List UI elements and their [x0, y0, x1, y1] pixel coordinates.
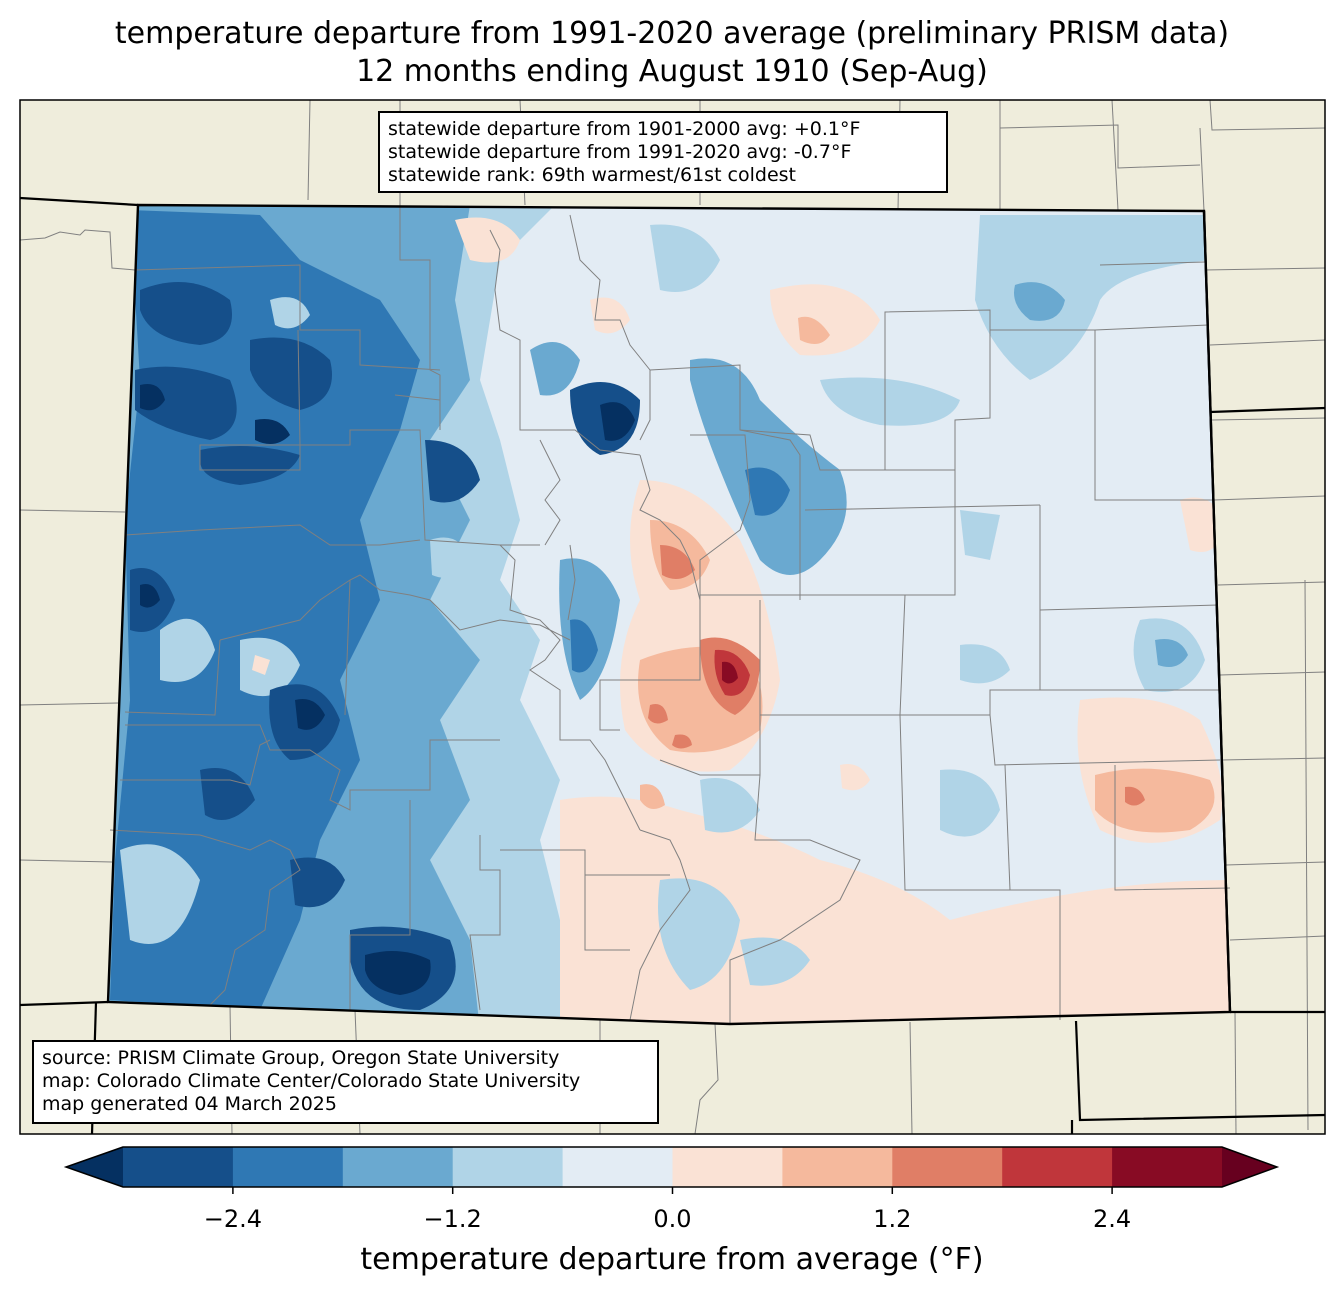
colorbar-bin — [232, 1147, 344, 1187]
colorbar-outline — [63, 1146, 1280, 1188]
colorbar-bin — [892, 1147, 1003, 1187]
map-credit-line: map: Colorado Climate Center/Colorado St… — [42, 1070, 581, 1092]
colorbar — [63, 1146, 1280, 1194]
colorbar-extend-low — [66, 1147, 123, 1187]
source-credit-box: source: PRISM Climate Group, Oregon Stat… — [32, 1040, 659, 1124]
colorbar-extend-high — [1222, 1147, 1277, 1187]
colorbar-bin — [562, 1147, 673, 1187]
map-title-line1: temperature departure from 1991-2020 ave… — [114, 16, 1230, 51]
map-frame — [19, 99, 1326, 1135]
colorbar-tick-label: 1.2 — [873, 1205, 912, 1233]
colorbar-bin — [123, 1147, 234, 1187]
map-title-line2: 12 months ending August 1910 (Sep-Aug) — [356, 54, 988, 89]
statewide-stats-box: statewide departure from 1901-2000 avg: … — [378, 111, 948, 193]
kansas-border — [1202, 210, 1232, 1013]
northeast-cold — [975, 215, 1210, 380]
stats-departure-1901-2000: statewide departure from 1901-2000 avg: … — [388, 118, 861, 140]
colorbar-bin — [342, 1147, 454, 1187]
stats-rank: statewide rank: 69th warmest/61st coldes… — [388, 164, 797, 186]
generated-date-line: map generated 04 March 2025 — [42, 1093, 337, 1115]
colorado-county-lines — [109, 205, 1231, 1024]
colorbar-bin — [452, 1147, 564, 1187]
coldest-cores — [140, 384, 635, 995]
colorbar-bin — [782, 1147, 893, 1187]
colorado-state-border — [106, 203, 1232, 1026]
source-line: source: PRISM Climate Group, Oregon Stat… — [42, 1047, 560, 1069]
cold-cores — [130, 282, 640, 1010]
colorbar-label: temperature departure from average (°F) — [360, 1242, 984, 1277]
colorbar-tick-label: −2.4 — [203, 1205, 263, 1233]
colorbar-bin — [672, 1147, 783, 1187]
stats-departure-1991-2020: statewide departure from 1991-2020 avg: … — [388, 141, 852, 163]
colorbar-bin — [1112, 1147, 1223, 1187]
colorbar-bin — [1002, 1147, 1113, 1187]
colorbar-tick-label: 0.0 — [653, 1205, 692, 1233]
front-range-cold — [690, 358, 847, 575]
colorbar-tick-label: 2.4 — [1093, 1205, 1132, 1233]
colorbar-tick-label: −1.2 — [423, 1205, 482, 1233]
warm-southeast — [560, 796, 1230, 1024]
